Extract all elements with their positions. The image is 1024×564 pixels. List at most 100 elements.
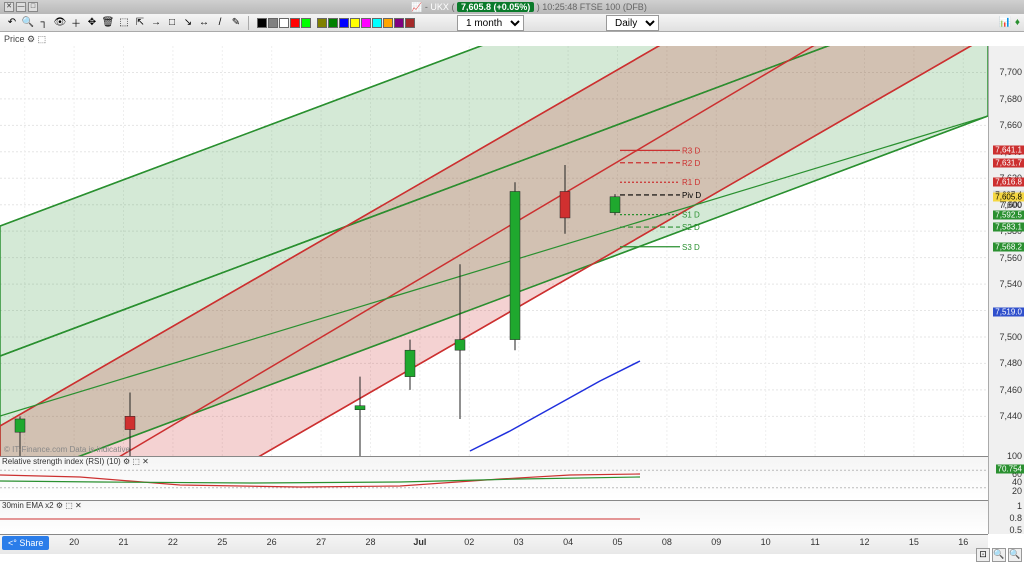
svg-text:Piv D: Piv D — [682, 191, 701, 200]
y-price-tag: 7,592.5 — [993, 210, 1024, 219]
y-axis: 7,4407,4607,4807,5007,5207,5407,5607,580… — [988, 46, 1024, 456]
svg-text:R3 D: R3 D — [682, 146, 700, 155]
x-tick: 10 — [761, 537, 771, 547]
rsi-tick: 40 — [1012, 477, 1022, 487]
rsi-value-tag: 70.754 — [996, 464, 1024, 473]
y-price-tag: 7,616.8 — [993, 178, 1024, 187]
window-controls: ✕ — □ — [4, 2, 38, 12]
y-price-tag: 7,583.1 — [993, 223, 1024, 232]
minimize-icon[interactable]: — — [16, 2, 26, 12]
x-tick: 28 — [365, 537, 375, 547]
y-price-tag: 7,641.1 — [993, 146, 1024, 155]
tool-icon[interactable]: ┐ — [36, 15, 52, 31]
chart-style-icon[interactable]: 📊 — [997, 15, 1013, 31]
tool-icon[interactable]: ↘ — [180, 15, 196, 31]
x-tick: 09 — [711, 537, 721, 547]
x-tick: 02 — [464, 537, 474, 547]
maximize-icon[interactable]: □ — [28, 2, 38, 12]
tool-icon[interactable]: / — [212, 15, 228, 31]
tool-icon[interactable]: 👁 — [52, 15, 68, 31]
y-tick: 7,440 — [999, 411, 1022, 421]
x-tick: 03 — [514, 537, 524, 547]
y-tick: 7,460 — [999, 385, 1022, 395]
y-price-tag: 7,568.2 — [993, 242, 1024, 251]
color-swatch[interactable] — [372, 18, 382, 28]
x-tick: 16 — [958, 537, 968, 547]
x-tick: 12 — [859, 537, 869, 547]
tool-icon[interactable]: ＋ — [68, 15, 84, 31]
tool-icon[interactable]: ✎ — [228, 15, 244, 31]
tool-icon[interactable]: ↶ — [4, 15, 20, 31]
color-swatch[interactable] — [257, 18, 267, 28]
color-swatch[interactable] — [290, 18, 300, 28]
ema-panel[interactable]: 30min EMA x2 ⚙ ⬚ ✕ — [0, 500, 988, 534]
x-tick: 15 — [909, 537, 919, 547]
zoom-controls: ⊡ 🔍 🔍 — [976, 548, 1022, 562]
color-swatch[interactable] — [279, 18, 289, 28]
color-swatch[interactable] — [350, 18, 360, 28]
separator — [248, 16, 249, 30]
color-palette-2 — [317, 18, 415, 28]
x-tick: 11 — [810, 537, 819, 547]
color-swatch[interactable] — [328, 18, 338, 28]
rsi-tick: 20 — [1012, 486, 1022, 496]
tool-icon[interactable]: ✥ — [84, 15, 100, 31]
tool-icon[interactable]: □ — [164, 15, 180, 31]
price-section-label: Price ⚙ ⬚ — [4, 34, 46, 45]
color-swatch[interactable] — [383, 18, 393, 28]
svg-text:S1 D: S1 D — [682, 211, 700, 220]
y-tick: 7,560 — [999, 253, 1022, 263]
price-chart[interactable]: R3 DR2 DR1 DPiv DS1 DS2 DS3 D © IT-Finan… — [0, 46, 988, 456]
y-tick: 7,700 — [999, 67, 1022, 77]
rsi-axis: 20406010070.754 — [988, 456, 1024, 500]
y-price-tag: 7,519.0 — [993, 307, 1024, 316]
tool-icon[interactable]: ↔ — [196, 15, 212, 31]
tool-icon[interactable]: 🔍 — [20, 15, 36, 31]
color-swatch[interactable] — [317, 18, 327, 28]
tool-icon[interactable]: ⇱ — [132, 15, 148, 31]
color-swatch[interactable] — [268, 18, 278, 28]
x-axis: 1920212225262728Jul020304050809101112151… — [0, 534, 988, 554]
x-tick: 27 — [316, 537, 326, 547]
y-price-tag: 7,600 — [1000, 200, 1024, 209]
svg-text:S2 D: S2 D — [682, 223, 700, 232]
svg-text:S3 D: S3 D — [682, 243, 700, 252]
zoom-out-icon[interactable]: 🔍 — [992, 548, 1006, 562]
x-tick: Jul — [413, 537, 426, 547]
y-tick: 7,680 — [999, 94, 1022, 104]
color-swatch[interactable] — [394, 18, 404, 28]
toolbar: ↶🔍┐👁＋✥🗑⬚⇱→□↘↔/✎ 1 month Daily 📊 ♦ — [0, 14, 1024, 32]
y-tick: 7,660 — [999, 120, 1022, 130]
color-swatch[interactable] — [339, 18, 349, 28]
titlebar: ✕ — □ 📈 - UKX ( 7,605.8 (+0.05%) ) 10:25… — [0, 0, 1024, 14]
tool-icon[interactable]: ⬚ — [116, 15, 132, 31]
interval-dropdown[interactable]: Daily — [606, 15, 659, 31]
x-tick: 22 — [168, 537, 178, 547]
ema-tick: 1 — [1017, 501, 1022, 511]
ema-label: 30min EMA x2 ⚙ ⬚ ✕ — [2, 501, 82, 510]
share-button[interactable]: <° Share — [2, 536, 49, 550]
x-tick: 04 — [563, 537, 573, 547]
svg-text:R2 D: R2 D — [682, 159, 700, 168]
tool-icon[interactable]: 🗑 — [100, 15, 116, 31]
x-tick: 05 — [612, 537, 622, 547]
chart-area: Price ⚙ ⬚ R3 DR2 DR1 DPiv DS1 DS2 DS3 D … — [0, 32, 1024, 564]
ema-tick: 0.8 — [1009, 513, 1022, 523]
zoom-in-icon[interactable]: 🔍 — [1008, 548, 1022, 562]
rsi-label: Relative strength index (RSI) (10) ⚙ ⬚ ✕ — [2, 457, 149, 466]
x-tick: 25 — [217, 537, 227, 547]
x-tick: 08 — [662, 537, 672, 547]
color-palette-1 — [257, 18, 311, 28]
zoom-fit-icon[interactable]: ⊡ — [976, 548, 990, 562]
y-tick: 7,500 — [999, 332, 1022, 342]
color-swatch[interactable] — [301, 18, 311, 28]
tool-icon[interactable]: → — [148, 15, 164, 31]
close-icon[interactable]: ✕ — [4, 2, 14, 12]
color-swatch[interactable] — [405, 18, 415, 28]
ema-tick: 0.5 — [1009, 525, 1022, 535]
x-tick: 26 — [267, 537, 277, 547]
rsi-panel[interactable]: Relative strength index (RSI) (10) ⚙ ⬚ ✕ — [0, 456, 988, 500]
period-dropdown[interactable]: 1 month — [457, 15, 524, 31]
x-tick: 20 — [69, 537, 79, 547]
color-swatch[interactable] — [361, 18, 371, 28]
